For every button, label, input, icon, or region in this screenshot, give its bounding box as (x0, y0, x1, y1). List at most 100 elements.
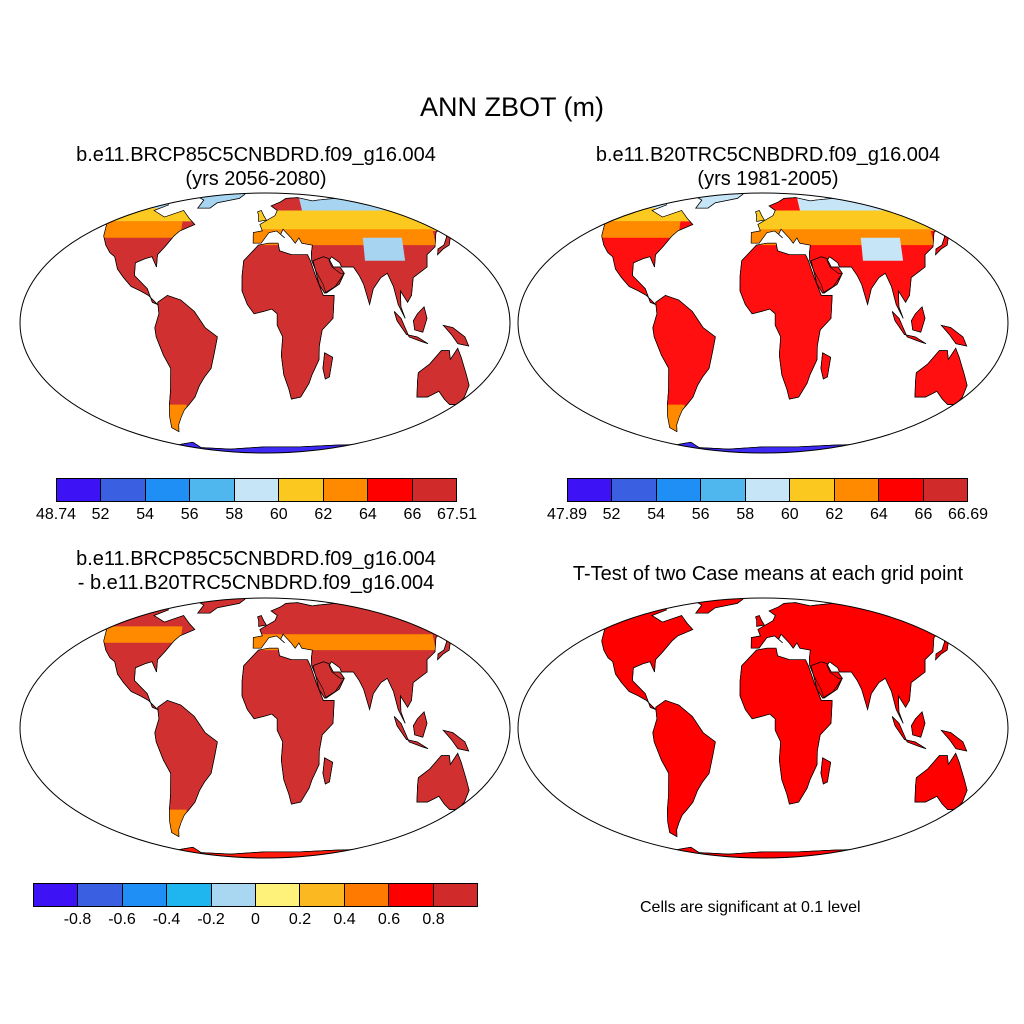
coastline (891, 716, 927, 749)
coastline (755, 210, 765, 222)
map-diff (19, 597, 511, 859)
value-band (64, 205, 199, 222)
colorbar-swatch (433, 884, 478, 906)
landmass-greenland (690, 598, 744, 614)
coastline (914, 347, 968, 405)
coastline (739, 647, 833, 805)
coastline (154, 295, 218, 433)
colorbar-case2 (567, 478, 968, 502)
panel-title-line2: - b.e11.B20TRC5CNBDRD.f09_g16.004 (77, 572, 435, 594)
landmass-newZealandS (975, 409, 990, 419)
colorbar-swatch (745, 479, 791, 501)
value-band (562, 205, 697, 222)
coastline (911, 711, 926, 738)
coastline (750, 598, 978, 724)
coastline (986, 801, 997, 816)
coastline (975, 814, 990, 824)
value-band (297, 193, 488, 211)
colorbar-tick-label: 56 (180, 506, 199, 523)
landmass-greenland (192, 193, 246, 209)
coastline (393, 716, 429, 749)
value-band (251, 634, 436, 651)
colorbar-case1-labels: 48.74 52 54 56 58 60 62 64 66 67.51 (36, 506, 477, 528)
colorbar-tick-label: -0.4 (152, 911, 181, 928)
landmass-northAmerica (63, 600, 196, 710)
landmass-newZealand (488, 396, 499, 411)
coastline (312, 256, 345, 294)
coastline (252, 598, 480, 724)
colorbar-swatch (412, 479, 456, 501)
coastline (891, 311, 927, 344)
landmass-southAmerica (154, 700, 218, 838)
panel-title-line2: (yrs 1981-2005) (697, 168, 839, 190)
colorbar-tick-label: 52 (602, 506, 621, 523)
colorbar-swatch (300, 884, 345, 906)
value-band (795, 193, 986, 211)
colorbar-swatch (256, 884, 301, 906)
coastline (820, 352, 832, 380)
colorbar-case1 (56, 478, 457, 502)
colorbar-swatch (701, 479, 746, 501)
colorbar-swatch (234, 479, 280, 501)
panel-title-line1: b.e11.BRCP85C5CNBDRD.f09_g16.004 (76, 548, 436, 570)
colorbar-swatch (323, 479, 369, 501)
colorbar-tick-label: 64 (869, 506, 888, 523)
landmass-antarctica (55, 441, 475, 453)
panel-title-case1: b.e11.BRCP85C5CNBDRD.f09_g16.004 (yrs 20… (0, 143, 512, 191)
coastline (986, 396, 997, 411)
colorbar-swatch (211, 884, 257, 906)
coastline (652, 700, 716, 838)
coastline (940, 324, 968, 347)
coastline (257, 615, 267, 627)
colorbar-swatch (190, 479, 235, 501)
colorbar-tick-label: -0.6 (108, 911, 136, 928)
colorbar-swatch (568, 479, 613, 501)
colorbar-swatch (834, 479, 880, 501)
colorbar-swatch (145, 479, 191, 501)
colorbar-tick-label: 60 (269, 506, 288, 523)
landmass-antarctica (553, 846, 973, 858)
colorbar-swatch (368, 479, 413, 501)
colorbar-tick-label: 64 (358, 506, 377, 523)
colorbar-tick-label: 66 (403, 506, 422, 523)
map-boundary (19, 597, 511, 859)
landmass-newZealand (986, 396, 997, 411)
landmass-southAmerica (154, 295, 218, 433)
landmass-antarctica (55, 846, 475, 858)
value-band (252, 210, 446, 231)
coastline (312, 661, 345, 699)
panel-title-ttest: T-Test of two Case means at each grid po… (512, 562, 1024, 586)
landmass-northAmerica (63, 195, 196, 305)
colorbar-tick-label: 54 (136, 506, 155, 523)
colorbar-swatch (656, 479, 702, 501)
colorbar-tick-label: 67.51 (436, 506, 478, 523)
panel-title-diff: b.e11.BRCP85C5CNBDRD.f09_g16.004 - b.e11… (0, 547, 512, 595)
colorbar-tick-label: -0.8 (63, 911, 92, 928)
value-band (362, 237, 406, 261)
coastline (652, 295, 716, 433)
coastline (241, 242, 335, 400)
landmass-newGuinea (442, 324, 470, 347)
colorbar-tick-label: 47.89 (546, 506, 588, 523)
colorbar-swatch (167, 884, 212, 906)
colorbar-swatch (344, 884, 390, 906)
coastline (393, 311, 429, 344)
value-band (102, 626, 183, 643)
colorbar-swatch (101, 479, 146, 501)
landmass-newGuinea (442, 729, 470, 752)
colorbar-tick-label: 54 (647, 506, 666, 523)
coastline (416, 347, 470, 405)
colorbar-tick-label: 56 (691, 506, 710, 523)
coastline (940, 729, 968, 752)
map-ttest (517, 597, 1009, 859)
coastline (810, 661, 843, 699)
panel-title-case2: b.e11.B20TRC5CNBDRD.f09_g16.004 (yrs 198… (512, 143, 1024, 191)
coastline (975, 409, 990, 419)
colorbar-swatch (78, 884, 123, 906)
colorbar-tick-label: 0.2 (288, 911, 312, 928)
coastline (241, 647, 335, 805)
colorbar-swatch (879, 479, 924, 501)
value-band (102, 221, 183, 238)
coastline (755, 615, 765, 627)
colorbar-tick-label: 0.6 (377, 911, 401, 928)
